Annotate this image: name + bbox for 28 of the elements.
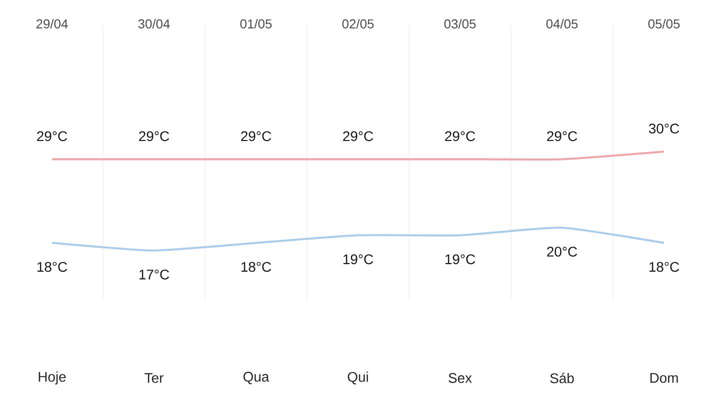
- data-label: 29°C: [241, 131, 272, 142]
- data-label: 18°C: [241, 262, 272, 272]
- text: Dom: [650, 373, 678, 383]
- data-label: 29°C: [343, 131, 374, 142]
- data-label: 20°C: [547, 246, 578, 257]
- data-label: 29°C: [547, 131, 578, 142]
- text: Ter: [144, 373, 164, 383]
- text: Hoje: [38, 372, 66, 384]
- data-label: 30°C: [648, 124, 680, 134]
- data-label: 29°C: [139, 131, 170, 142]
- text: Sex: [448, 373, 472, 383]
- x-tick-label: 02/05: [342, 18, 374, 28]
- data-label: 19°C: [445, 254, 476, 264]
- data-label: 18°C: [37, 262, 68, 272]
- data-label: 18°C: [649, 262, 680, 272]
- x-tick-label: 04/05: [546, 18, 578, 28]
- x-tick-label: 05/05: [648, 18, 680, 28]
- data-label: 29°C: [445, 131, 476, 142]
- text: Qui: [348, 372, 368, 384]
- text: Sáb: [550, 372, 574, 384]
- x-tick-label: 30/04: [138, 18, 170, 28]
- x-tick-label: 01/05: [240, 18, 272, 28]
- data-label: 17°C: [139, 270, 170, 280]
- x-tick-label: 29/04: [36, 18, 68, 28]
- data-label: 19°C: [343, 254, 374, 264]
- x-tick-label: 03/05: [444, 18, 476, 28]
- text: Qua: [243, 372, 270, 384]
- data-label: 29°C: [37, 131, 68, 142]
